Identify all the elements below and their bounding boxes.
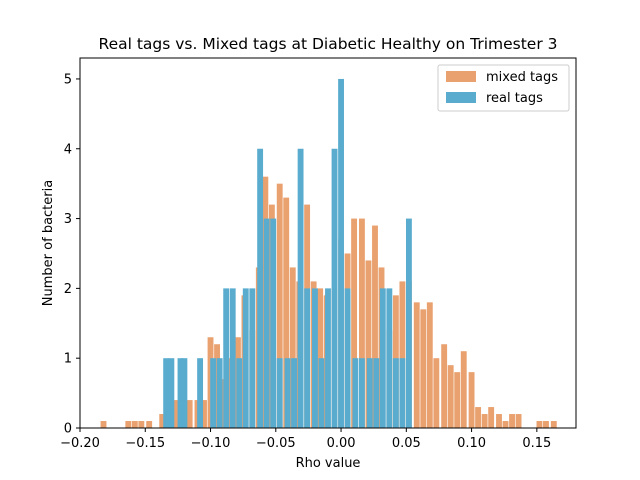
mixed-tags-bar bbox=[173, 400, 180, 428]
mixed-tags-bar bbox=[481, 414, 488, 428]
legend-label-mixed-tags: mixed tags bbox=[486, 70, 558, 85]
x-tick-label: 0.15 bbox=[522, 436, 551, 451]
real-tags-bar bbox=[331, 148, 338, 428]
mixed-tags-bar bbox=[550, 421, 557, 428]
mixed-tags-bar bbox=[536, 421, 543, 428]
x-tick-label: 0.10 bbox=[457, 436, 486, 451]
mixed-tags-bar bbox=[283, 197, 290, 428]
real-tags-bar bbox=[352, 358, 359, 428]
real-tags-bar bbox=[359, 358, 365, 428]
mixed-tags-bar bbox=[201, 400, 207, 428]
mixed-tags-bar bbox=[509, 414, 515, 428]
real-tags-bar bbox=[325, 288, 331, 428]
mixed-tags-bar bbox=[138, 421, 145, 428]
x-tick-label: 0.05 bbox=[392, 436, 421, 451]
mixed-tags-bar bbox=[475, 407, 482, 428]
y-tick-label: 4 bbox=[64, 142, 72, 157]
real-tags-bar bbox=[163, 358, 170, 428]
real-tags-bar bbox=[229, 288, 236, 428]
plot-frame bbox=[79, 57, 577, 429]
real-tags-bar bbox=[318, 358, 325, 428]
legend-swatch-mixed-tags bbox=[446, 71, 476, 82]
legend: mixed tags real tags bbox=[437, 64, 570, 112]
real-tags-bar bbox=[257, 148, 264, 428]
real-tags-bar bbox=[399, 358, 406, 428]
real-tags-bar bbox=[168, 358, 175, 428]
real-tags-bar bbox=[338, 78, 344, 428]
x-axis-ticks: −0.20 −0.15 −0.10 −0.05 0.00 0.05 0.10 0.15 bbox=[60, 428, 551, 451]
real-tags-bar bbox=[373, 358, 380, 428]
mixed-tags-bar bbox=[441, 344, 448, 428]
real-tags-bar bbox=[291, 358, 297, 428]
real-tags-bar bbox=[249, 288, 256, 428]
real-tags-bar bbox=[263, 218, 270, 428]
y-axis-ticks: 0 1 2 3 4 5 bbox=[64, 72, 80, 437]
real-tags-bar bbox=[197, 358, 204, 428]
x-tick-label: −0.05 bbox=[256, 436, 296, 451]
mixed-tags-bar bbox=[488, 407, 495, 428]
mixed-tags-bar bbox=[100, 421, 107, 428]
y-tick-label: 2 bbox=[64, 282, 72, 297]
y-tick-label: 5 bbox=[64, 72, 72, 87]
real-tags-bar bbox=[177, 358, 184, 428]
real-tags-bar bbox=[181, 358, 188, 428]
mixed-tags-bar bbox=[420, 309, 427, 428]
mixed-tags-bar bbox=[543, 421, 549, 428]
x-tick-label: −0.15 bbox=[125, 436, 165, 451]
mixed-tags-bar bbox=[289, 267, 296, 428]
y-tick-label: 3 bbox=[64, 212, 72, 227]
real-tags-bar bbox=[284, 358, 291, 428]
mixed-tags-bar bbox=[276, 183, 283, 428]
y-tick-label: 1 bbox=[64, 352, 72, 367]
real-tags-bar bbox=[276, 358, 283, 428]
mixed-tags-bar bbox=[359, 218, 365, 428]
x-tick-label: −0.20 bbox=[60, 436, 100, 451]
legend-swatch-real-tags bbox=[446, 92, 476, 103]
y-axis-label: Number of bacteria bbox=[41, 180, 56, 306]
real-tags-bar bbox=[405, 218, 412, 428]
real-tags-bars bbox=[163, 78, 412, 428]
x-tick-label: −0.10 bbox=[191, 436, 231, 451]
mixed-tags-bar bbox=[372, 225, 378, 428]
real-tags-bar bbox=[392, 358, 399, 428]
mixed-tags-bar bbox=[515, 414, 522, 428]
mixed-tags-bar bbox=[502, 421, 509, 428]
mixed-tags-bar bbox=[159, 414, 166, 428]
y-tick-label: 0 bbox=[64, 422, 72, 437]
mixed-tags-bar bbox=[365, 260, 372, 428]
mixed-tags-bar bbox=[447, 365, 454, 428]
real-tags-bar bbox=[242, 288, 249, 428]
mixed-tags-bar bbox=[468, 372, 475, 428]
x-tick-label: 0.00 bbox=[327, 436, 356, 451]
real-tags-bar bbox=[270, 218, 277, 428]
mixed-tags-bar bbox=[131, 421, 138, 428]
real-tags-bar bbox=[223, 288, 230, 428]
mixed-tags-bar bbox=[454, 372, 461, 428]
real-tags-bar bbox=[236, 358, 243, 428]
mixed-tags-bar bbox=[496, 414, 502, 428]
real-tags-bar bbox=[344, 288, 351, 428]
real-tags-bar bbox=[304, 288, 311, 428]
mixed-tags-bar bbox=[186, 400, 193, 428]
mixed-tags-bar bbox=[399, 281, 406, 428]
real-tags-bar bbox=[379, 288, 386, 428]
real-tags-bar bbox=[386, 288, 393, 428]
real-tags-bar bbox=[216, 358, 223, 428]
real-tags-bar bbox=[297, 148, 304, 428]
mixed-tags-bar bbox=[351, 218, 358, 428]
real-tags-bar bbox=[312, 288, 318, 428]
real-tags-bar bbox=[366, 358, 373, 428]
mixed-tags-bar bbox=[413, 302, 420, 428]
mixed-tags-bar bbox=[125, 421, 132, 428]
x-axis-label: Rho value bbox=[296, 456, 361, 471]
mixed-tags-bar bbox=[433, 358, 440, 428]
mixed-tags-bar bbox=[460, 351, 467, 428]
mixed-tags-bar bbox=[426, 302, 433, 428]
real-tags-bar bbox=[210, 358, 217, 428]
mixed-tags-bar bbox=[146, 421, 153, 428]
chart-title: Real tags vs. Mixed tags at Diabetic Hea… bbox=[99, 35, 558, 53]
legend-label-real-tags: real tags bbox=[486, 91, 543, 106]
